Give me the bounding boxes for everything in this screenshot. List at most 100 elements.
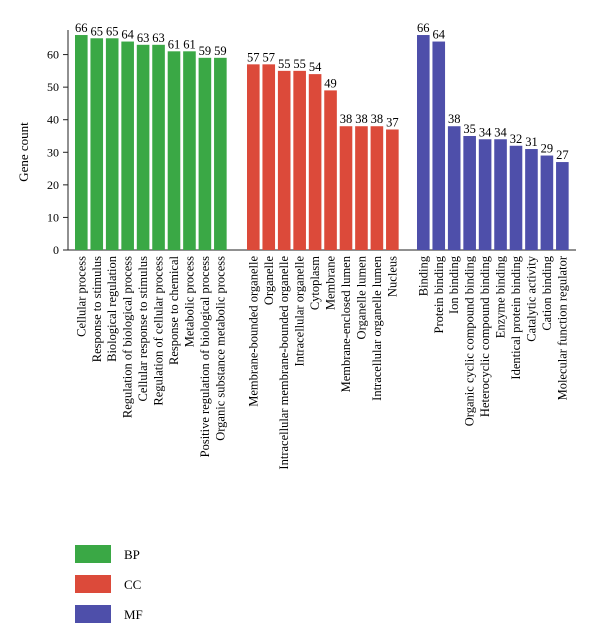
bar-value-label: 34 (479, 125, 492, 139)
category-label: Intracellular organelle lumen (370, 255, 384, 401)
bar-bp (152, 44, 165, 250)
bar-value-label: 57 (263, 50, 276, 64)
bar-bp (214, 57, 227, 251)
category-label: Cellular response to stimulus (136, 256, 150, 402)
y-tick-label: 20 (47, 178, 59, 192)
category-label: Cytoplasm (308, 256, 322, 310)
category-label: Nucleus (385, 256, 399, 297)
category-label: Regulation of biological process (121, 256, 135, 418)
category-label: Intracellular membrane-bounded organelle (277, 256, 291, 470)
bar-value-label: 49 (324, 76, 337, 90)
category-label: Membrane-bounded organelle (246, 256, 260, 407)
y-tick-label: 40 (47, 113, 59, 127)
category-label: Membrane (324, 256, 338, 311)
category-label: Ion binding (447, 255, 461, 314)
bar-value-label: 55 (278, 57, 291, 71)
bar-bp (198, 57, 212, 251)
bar-value-label: 61 (183, 37, 196, 51)
legend-swatch-bp (75, 545, 111, 563)
category-label: Organelle lumen (354, 255, 368, 339)
bar-value-label: 55 (293, 57, 306, 71)
bar-bp (121, 41, 134, 250)
bar-value-label: 61 (168, 37, 181, 51)
bar-cc (339, 126, 353, 250)
y-axis-title: Gene count (16, 122, 31, 182)
bar-value-label: 37 (386, 115, 399, 129)
bar-value-label: 66 (417, 21, 430, 35)
bar-bp (90, 38, 104, 251)
bar-value-label: 66 (75, 21, 88, 35)
legend-swatch-mf (75, 605, 111, 623)
bar-mf (525, 149, 538, 250)
bars-layer (75, 35, 569, 251)
bar-bp (105, 38, 119, 251)
bar-cc (262, 64, 276, 250)
bar-mf (447, 126, 461, 250)
legend-label-cc: CC (124, 577, 141, 592)
y-tick-label: 10 (47, 210, 59, 224)
bar-mf (556, 162, 569, 250)
bar-value-label: 38 (448, 112, 461, 126)
bar-value-label: 35 (463, 122, 476, 136)
category-label: Heterocyclic compound binding (478, 255, 492, 417)
category-label: Response to chemical (167, 255, 181, 365)
bar-value-label: 34 (494, 125, 507, 139)
bar-cc (324, 90, 337, 251)
bar-mf (417, 35, 430, 251)
category-label: Binding (416, 255, 430, 296)
category-label: Identical protein binding (509, 255, 523, 379)
bar-cc (293, 70, 306, 250)
bar-value-label: 64 (121, 28, 134, 42)
category-labels-layer: Cellular process Response to stimulus Biol… (74, 255, 569, 469)
legend-label-mf: MF (124, 607, 143, 622)
bar-value-label: 65 (91, 24, 104, 38)
bar-mf (432, 41, 446, 250)
bar-cc (247, 64, 260, 250)
y-tick-label: 60 (47, 48, 59, 62)
category-label: Organic cyclic compound binding (463, 255, 477, 426)
category-label: Membrane-enclosed lumen (339, 255, 353, 392)
bar-cc (308, 74, 322, 250)
y-tick-label: 50 (47, 80, 59, 94)
category-label: Regulation of cellular process (152, 256, 166, 406)
bar-cc (370, 126, 384, 250)
category-label: Organic substance metabolic process (213, 256, 227, 441)
category-label: Metabolic process (182, 256, 196, 347)
bar-mf (540, 155, 554, 250)
category-label: Response to stimulus (90, 256, 104, 362)
bar-mf (494, 139, 507, 250)
category-label: Molecular function regulator (555, 255, 569, 400)
bar-mf (463, 136, 476, 250)
legend-swatch-cc (75, 575, 111, 593)
category-label: Cellular process (74, 256, 88, 337)
legend: BP CC MF (75, 545, 143, 623)
bar-value-label: 63 (152, 31, 165, 45)
bar-value-label: 38 (371, 112, 384, 126)
category-label: Organelle (262, 256, 276, 306)
y-tick-label: 0 (53, 243, 59, 257)
bar-cc (277, 70, 291, 250)
bar-bp (167, 51, 181, 250)
bar-mf (509, 145, 523, 250)
bar-value-label: 32 (510, 132, 523, 146)
category-label: Biological regulation (105, 255, 119, 362)
category-label: Catalytic activity (524, 255, 538, 341)
bar-value-label: 29 (541, 142, 554, 156)
bar-value-label: 57 (247, 50, 260, 64)
category-label: Protein binding (432, 255, 446, 333)
bar-value-label: 59 (214, 44, 227, 58)
category-label: Positive regulation of biological proces… (198, 256, 212, 457)
bar-bp (75, 35, 88, 251)
bar-cc (386, 129, 399, 250)
y-tick-label: 30 (47, 145, 59, 159)
category-label: Cation binding (540, 255, 554, 330)
bar-value-label: 31 (525, 135, 538, 149)
bar-value-label: 59 (199, 44, 212, 58)
legend-label-bp: BP (124, 547, 140, 562)
category-label: Intracellular organelle (293, 256, 307, 367)
bar-value-label: 63 (137, 31, 150, 45)
bar-value-label: 65 (106, 24, 119, 38)
bar-value-label: 38 (355, 112, 368, 126)
